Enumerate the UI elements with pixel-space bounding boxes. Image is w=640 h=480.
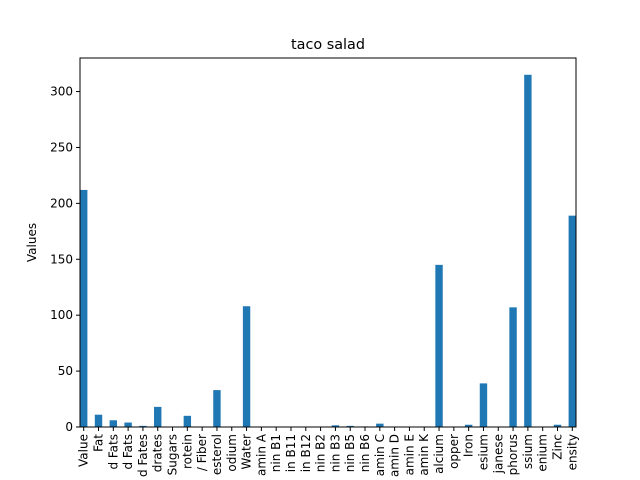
y-tick-label: 50: [58, 364, 73, 378]
bar-4: [139, 425, 147, 427]
chart-title: taco salad: [291, 37, 365, 53]
bar-17: [331, 425, 340, 427]
x-tick-label: Zinc: [550, 434, 564, 460]
x-tick-label: amin E: [402, 434, 416, 475]
x-tick-label: Iron: [462, 434, 476, 457]
x-tick-label: nin B2: [314, 434, 328, 472]
x-tick-label: drates: [151, 434, 165, 472]
bar-2: [109, 420, 118, 427]
x-tick-label: Value: [77, 434, 91, 467]
x-tick-label: Fat: [92, 434, 106, 452]
bar-3: [124, 422, 132, 427]
x-tick-label: nin B5: [343, 434, 357, 472]
x-tick-label: amin A: [254, 433, 268, 476]
x-tick-label: phorus: [506, 434, 520, 475]
x-tick-label: odium: [225, 434, 239, 472]
x-tick-label: amin D: [388, 434, 402, 477]
bar-24: [435, 264, 443, 427]
bar-0: [80, 189, 88, 427]
x-tick-label: ensity: [565, 434, 579, 470]
plot-frame: [79, 57, 577, 428]
x-tick-label: nin B6: [358, 434, 372, 472]
bar-18: [346, 425, 354, 427]
x-tick-label: / Fiber: [195, 434, 209, 471]
x-tick-label: esium: [476, 434, 490, 470]
x-tick-label: Water: [240, 434, 254, 470]
y-tick-label: 100: [50, 308, 73, 322]
bar-5: [154, 406, 162, 427]
bar-33: [568, 215, 576, 427]
bar-20: [376, 423, 384, 427]
x-tick-label: alcium: [432, 434, 446, 474]
x-tick-label: esterol: [210, 434, 224, 475]
bar-1: [94, 414, 103, 427]
x-axis-ticks: Value Fat d Fats d Fats d Fates drates Sugars r…: [77, 427, 579, 477]
x-tick-label: janese: [491, 434, 505, 474]
bars-group: [80, 74, 576, 428]
y-tick-label: 250: [50, 140, 73, 154]
x-tick-label: enium: [536, 434, 550, 472]
bar-30: [524, 74, 532, 428]
x-tick-label: d Fates: [136, 434, 150, 477]
x-tick-label: amin K: [417, 433, 431, 476]
x-tick-label: nin B3: [328, 434, 342, 472]
bar-11: [242, 306, 251, 427]
bar-7: [183, 415, 192, 427]
x-tick-label: amin C: [373, 434, 387, 476]
x-tick-label: d Fats: [106, 434, 120, 470]
bar-9: [213, 390, 221, 427]
bar-26: [464, 424, 473, 427]
bar-32: [553, 424, 562, 427]
y-tick-label: 0: [65, 420, 73, 434]
bar-27: [479, 383, 488, 427]
x-tick-label: rotein: [180, 434, 194, 469]
y-tick-label: 200: [50, 196, 73, 210]
y-axis-ticks: 0 50 100 150 200 250 300: [50, 85, 80, 434]
x-tick-label: Sugars: [166, 434, 180, 475]
x-tick-label: ssium: [521, 434, 535, 469]
y-tick-label: 150: [50, 252, 73, 266]
x-tick-label: in B11: [284, 434, 298, 472]
bar-29: [509, 307, 517, 427]
y-axis-label: Values: [25, 223, 39, 262]
x-tick-label: nin B1: [269, 434, 283, 472]
x-tick-label: d Fats: [121, 434, 135, 470]
x-tick-label: in B12: [299, 434, 313, 472]
x-tick-label: opper: [447, 434, 461, 469]
y-tick-label: 300: [50, 85, 73, 99]
